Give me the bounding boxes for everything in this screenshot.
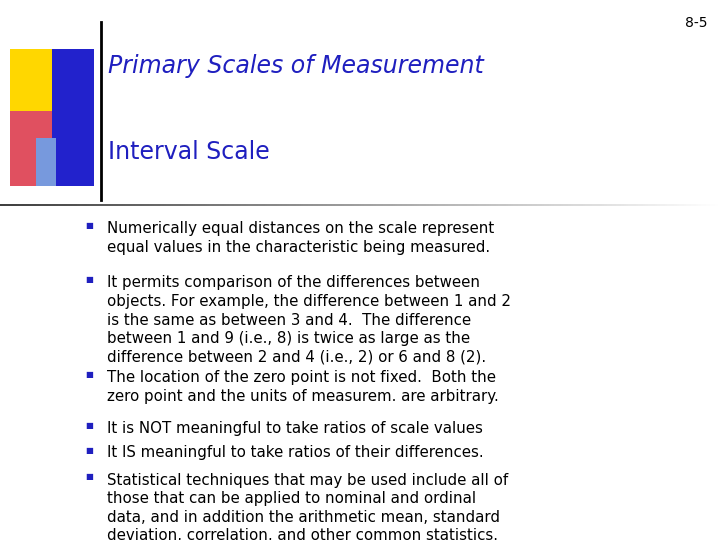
Text: Interval Scale: Interval Scale — [108, 140, 270, 164]
Text: It IS meaningful to take ratios of their differences.: It IS meaningful to take ratios of their… — [107, 446, 483, 461]
Text: ■: ■ — [85, 370, 93, 379]
Text: 8-5: 8-5 — [685, 16, 707, 30]
Text: Primary Scales of Measurement: Primary Scales of Measurement — [108, 54, 484, 78]
Text: It permits comparison of the differences between
objects. For example, the diffe: It permits comparison of the differences… — [107, 275, 510, 365]
Text: ■: ■ — [85, 275, 93, 285]
Text: The location of the zero point is not fixed.  Both the
zero point and the units : The location of the zero point is not fi… — [107, 370, 498, 403]
Text: Numerically equal distances on the scale represent
equal values in the character: Numerically equal distances on the scale… — [107, 221, 494, 255]
Text: It is NOT meaningful to take ratios of scale values: It is NOT meaningful to take ratios of s… — [107, 421, 482, 436]
Text: ■: ■ — [85, 472, 93, 482]
Bar — [36, 138, 56, 186]
Text: ■: ■ — [85, 221, 93, 231]
Bar — [52, 49, 94, 186]
Text: ■: ■ — [85, 446, 93, 455]
Text: Statistical techniques that may be used include all of
those that can be applied: Statistical techniques that may be used … — [107, 472, 508, 540]
Bar — [10, 111, 62, 186]
Text: ■: ■ — [85, 421, 93, 430]
Bar — [10, 49, 62, 113]
